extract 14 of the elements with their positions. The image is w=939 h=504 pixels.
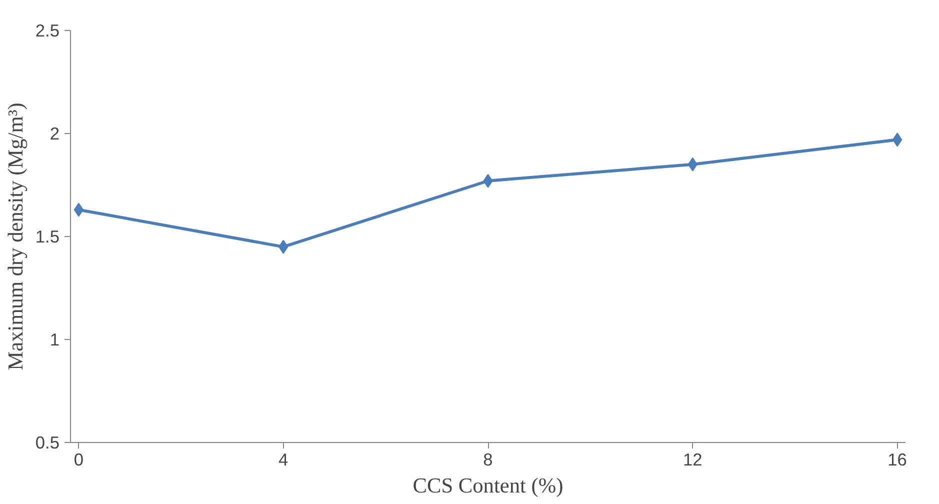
x-tick-label: 0 <box>74 450 84 470</box>
x-tick-label: 12 <box>683 450 702 470</box>
y-tick-label: 0.5 <box>35 432 60 452</box>
y-axis-title: Maximum dry density (Mg/m³) <box>3 102 28 370</box>
y-tick-label: 1 <box>50 330 60 350</box>
y-tick-label: 1.5 <box>35 226 60 246</box>
x-tick-label: 8 <box>483 450 493 470</box>
x-tick-label: 4 <box>278 450 289 470</box>
point <box>74 202 84 217</box>
x-tick-label: 16 <box>888 450 907 470</box>
x-axis-title: CCS Content (%) <box>412 474 564 498</box>
y-tick-label: 2.5 <box>35 20 60 40</box>
y-tick-label: 2 <box>50 124 60 144</box>
point <box>892 132 902 147</box>
